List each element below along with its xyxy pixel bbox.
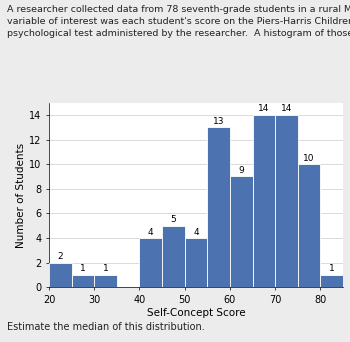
Bar (185, 238, 207, 287)
Bar (230, 176, 253, 287)
Bar (72, 275, 94, 287)
Text: 1: 1 (329, 264, 335, 274)
X-axis label: Self-Concept Score: Self-Concept Score (147, 308, 245, 318)
Bar (320, 275, 343, 287)
Bar (94, 275, 117, 287)
Y-axis label: Number of Students: Number of Students (16, 142, 26, 248)
Text: 9: 9 (238, 166, 244, 175)
Text: 14: 14 (258, 104, 270, 114)
Bar (253, 115, 275, 287)
Text: A researcher collected data from 78 seventh-grade students in a rural Midwestern: A researcher collected data from 78 seve… (7, 5, 350, 38)
Text: 1: 1 (103, 264, 108, 274)
Text: 10: 10 (303, 154, 315, 163)
Text: 13: 13 (213, 117, 224, 126)
Bar (298, 164, 320, 287)
Text: 4: 4 (148, 227, 154, 237)
Bar (275, 115, 298, 287)
Text: 5: 5 (170, 215, 176, 224)
Text: Estimate the median of this distribution.: Estimate the median of this distribution… (7, 322, 205, 332)
Bar (139, 238, 162, 287)
Bar (49, 263, 72, 287)
Text: 1: 1 (80, 264, 86, 274)
Text: 14: 14 (281, 104, 292, 114)
Bar (162, 226, 185, 287)
Bar (207, 127, 230, 287)
Text: 2: 2 (57, 252, 63, 261)
Text: 4: 4 (193, 227, 199, 237)
